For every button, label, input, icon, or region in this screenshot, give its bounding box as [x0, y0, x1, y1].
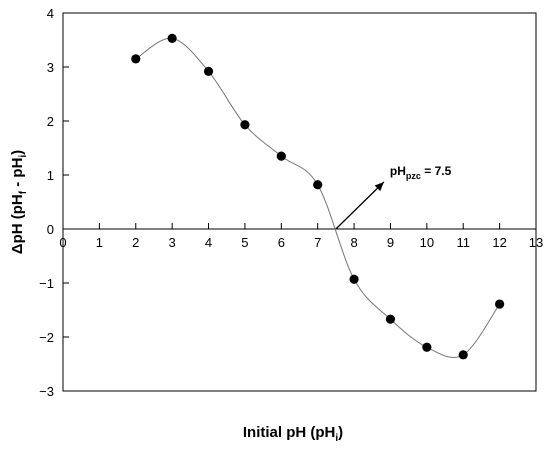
- y-tick-label: 3: [47, 60, 54, 75]
- x-tick-label: 1: [96, 235, 103, 250]
- x-tick-label: 6: [278, 235, 285, 250]
- data-points: [131, 33, 505, 360]
- x-tick-labels: 0 1 2 3 4 5 6 7 8 9 10 11 12 13: [59, 235, 543, 250]
- x-tick-label: 11: [456, 235, 470, 250]
- y-tick-label: 0: [47, 222, 54, 237]
- x-axis-title: Initial pH (pHi): [243, 424, 343, 444]
- y-tick-labels: 4 3 2 1 0 −1 −2 −3: [39, 6, 54, 399]
- y-tick-label: −1: [39, 276, 54, 291]
- data-point: [422, 342, 432, 352]
- plot-frame: [62, 12, 537, 392]
- y-axis-title-mid: - pH: [9, 158, 26, 191]
- arrow-head: [374, 182, 384, 192]
- x-tick-label: 10: [420, 235, 434, 250]
- x-tick-label: 0: [59, 235, 66, 250]
- pzc-annotation-value: = 7.5: [421, 164, 452, 178]
- x-axis-title-main: Initial pH (pH: [243, 424, 336, 441]
- y-tick-label: 1: [47, 168, 54, 183]
- data-point: [313, 180, 323, 190]
- data-point: [276, 151, 286, 161]
- data-point: [458, 350, 468, 360]
- data-point: [349, 274, 359, 284]
- data-point: [240, 120, 250, 130]
- x-tick-label: 4: [205, 235, 212, 250]
- x-tick-label: 2: [132, 235, 139, 250]
- x-tick-label: 13: [529, 235, 543, 250]
- data-point: [495, 299, 505, 309]
- pzc-arrow: [335, 181, 385, 230]
- pzc-annotation-sub: pzc: [406, 171, 421, 181]
- y-tick-label: 2: [47, 114, 54, 129]
- y-tick-label: −3: [39, 384, 54, 399]
- y-axis-title: ΔpH (pHf - pHi): [9, 150, 29, 254]
- fit-curve: [135, 37, 501, 358]
- data-point: [385, 314, 396, 324]
- x-tick-label: 5: [241, 235, 248, 250]
- x-axis-title-sub: i: [335, 433, 338, 444]
- y-axis-title-sub2: i: [18, 155, 29, 158]
- y-axis-title-end: ): [9, 150, 26, 155]
- x-tick-label: 12: [492, 235, 506, 250]
- x-tick-label: 7: [314, 235, 321, 250]
- y-axis-title-sub1: f: [18, 190, 29, 194]
- x-axis-title-end: ): [338, 424, 343, 441]
- data-point: [167, 33, 177, 43]
- y-tick-label: 4: [47, 6, 54, 21]
- pzc-annotation: pHpzc = 7.5: [390, 164, 452, 181]
- data-point: [131, 54, 141, 64]
- y-axis-title-main: ΔpH (pH: [9, 194, 26, 254]
- axis-ticks: [62, 12, 537, 392]
- x-tick-label: 3: [169, 235, 176, 250]
- pzc-annotation-main: pH: [390, 164, 406, 178]
- data-point: [203, 66, 214, 76]
- y-tick-label: −2: [39, 330, 54, 345]
- x-tick-label: 9: [387, 235, 394, 250]
- x-tick-label: 8: [350, 235, 357, 250]
